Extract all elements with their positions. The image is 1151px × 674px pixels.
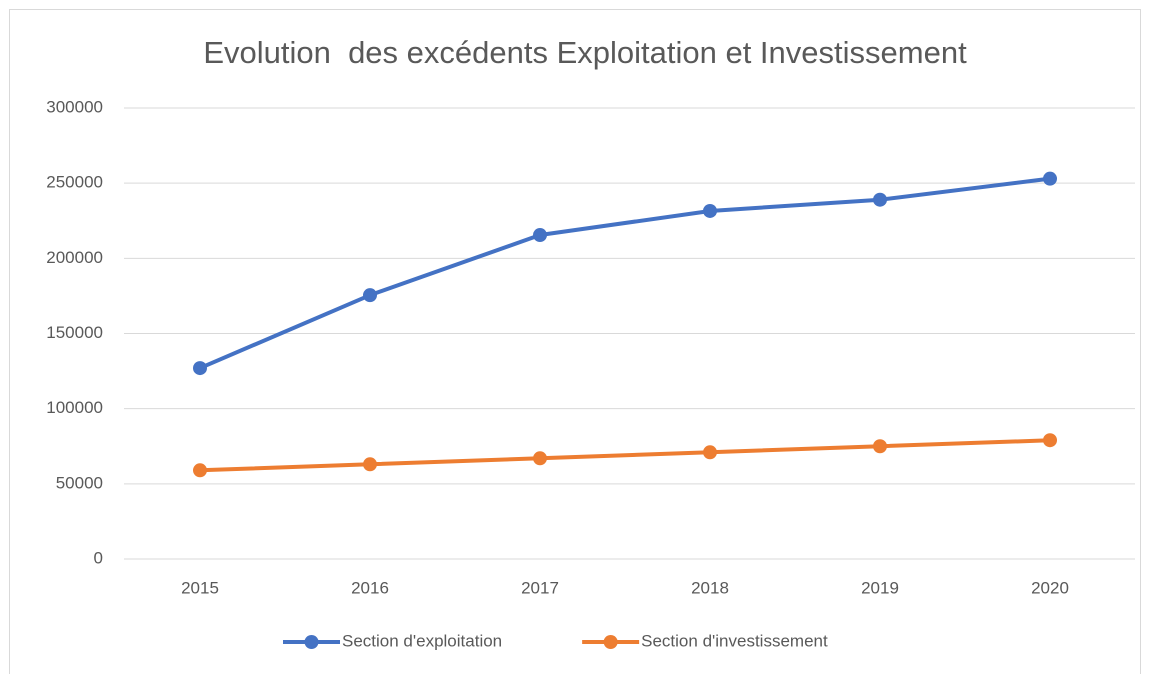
x-tick-label: 2015: [181, 578, 219, 597]
chart-border: [9, 9, 1141, 674]
data-point: [533, 228, 547, 243]
y-tick-label: 0: [94, 548, 103, 567]
data-point: [1043, 433, 1057, 448]
data-point: [873, 439, 887, 454]
x-tick-label: 2016: [351, 578, 389, 597]
chart-title: Evolution des excédents Exploitation et …: [203, 35, 967, 70]
x-tick-label: 2018: [691, 578, 729, 597]
data-point: [193, 463, 207, 478]
data-point: [533, 451, 547, 466]
y-tick-label: 150000: [46, 323, 103, 342]
data-point: [1043, 171, 1057, 186]
x-tick-label: 2020: [1031, 578, 1069, 597]
legend-label: Section d'investissement: [641, 631, 828, 650]
legend-marker: [603, 635, 618, 649]
series-line: [199, 176, 1051, 370]
y-tick-label: 50000: [56, 473, 103, 492]
series-line: [199, 438, 1051, 473]
x-tick-label: 2017: [521, 578, 559, 597]
data-point: [703, 203, 717, 218]
data-point: [363, 457, 377, 472]
y-tick-label: 300000: [46, 97, 103, 116]
legend-marker: [304, 635, 319, 649]
y-tick-label: 250000: [46, 173, 103, 192]
data-point: [703, 445, 717, 460]
data-point: [363, 288, 377, 303]
y-tick-label: 200000: [46, 248, 103, 267]
data-point: [193, 361, 207, 376]
legend-label: Section d'exploitation: [342, 631, 502, 650]
x-tick-label: 2019: [861, 578, 899, 597]
data-point: [873, 192, 887, 207]
y-tick-label: 100000: [46, 398, 103, 417]
